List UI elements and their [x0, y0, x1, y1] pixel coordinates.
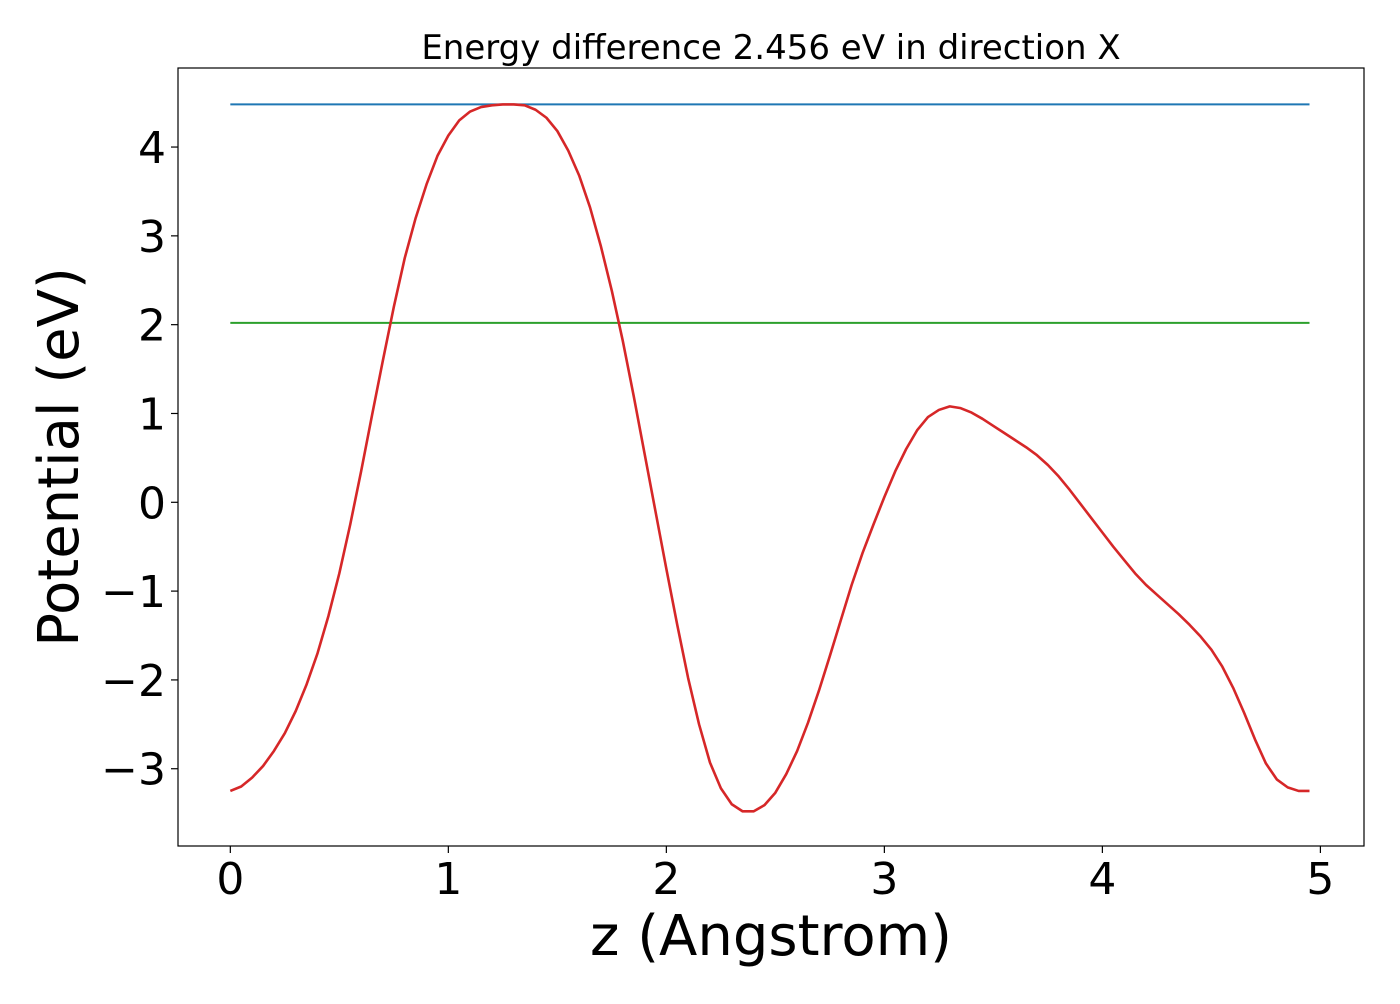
plot-area-frame: [177, 67, 1365, 847]
x-tick-label: 5: [1306, 854, 1334, 905]
x-axis-ticks: 0 1 2 3 4 5: [216, 846, 1334, 905]
x-tick-label: 4: [1088, 854, 1116, 905]
y-tick-label: 4: [138, 123, 166, 174]
x-axis-label: z (Angstrom): [590, 904, 952, 969]
y-axis-ticks: −3 −2 −1 0 1 2 3 4: [101, 123, 178, 796]
y-tick-label: 3: [138, 212, 166, 263]
x-tick-label: 0: [216, 854, 244, 905]
x-tick-label: 3: [870, 854, 898, 905]
series-layer: [229, 103, 1310, 813]
y-tick-label: −1: [101, 567, 166, 618]
y-axis-label: Potential (eV): [27, 267, 92, 647]
chart-title: Energy difference 2.456 eV in direction …: [421, 28, 1120, 68]
x-tick-label: 2: [652, 854, 680, 905]
y-tick-label: 0: [138, 478, 166, 529]
y-tick-label: 1: [138, 389, 166, 440]
y-tick-label: −3: [101, 745, 166, 796]
potential-curve: [229, 103, 1310, 813]
y-tick-label: 2: [138, 301, 166, 352]
y-tick-label: −2: [101, 656, 166, 707]
x-tick-label: 1: [434, 854, 462, 905]
